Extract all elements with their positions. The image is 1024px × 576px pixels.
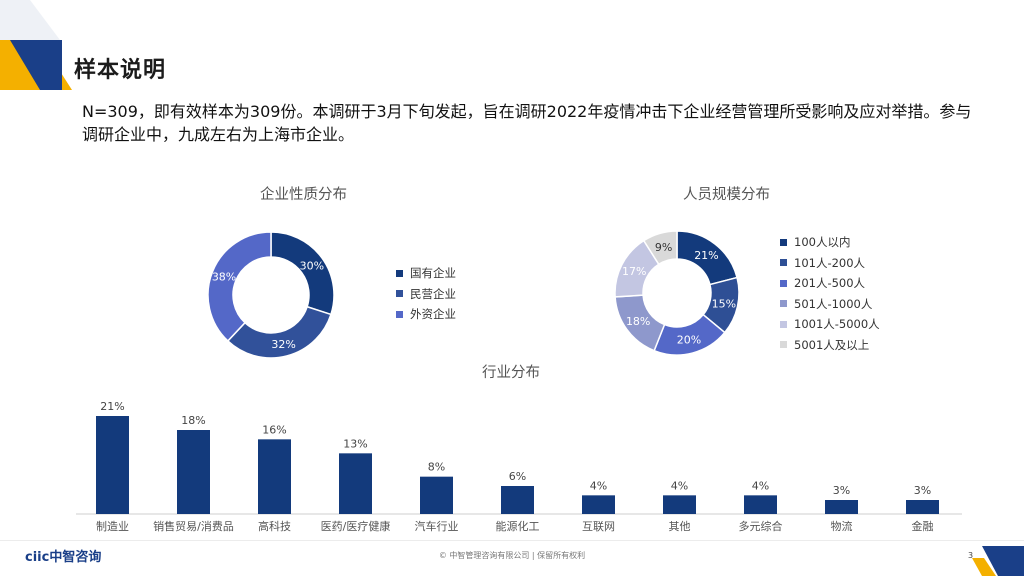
industry-bar-value-label: 4%: [590, 479, 607, 492]
industry-bar-value-label: 3%: [914, 484, 931, 497]
ownership-chart-title: 企业性质分布: [260, 187, 347, 203]
headcount-slice-label-2: 20%: [677, 333, 701, 346]
industry-bar-value-label: 18%: [181, 414, 205, 427]
headcount-legend-swatch: [780, 259, 787, 267]
footer-copyright: © 中智管理咨询有限公司 | 保留所有权利: [438, 551, 586, 560]
industry-bar: [177, 430, 210, 514]
industry-category-label: 销售贸易/消费品: [153, 519, 234, 533]
ownership-legend-label: 国有企业: [410, 266, 456, 281]
industry-bar-value-label: 4%: [752, 479, 769, 492]
headcount-legend: 100人以内 101人-200人 201人-500人 501人-1000人 1001人-…: [780, 232, 880, 355]
industry-bar-value-label: 8%: [428, 461, 445, 474]
industry-bar-value-label: 4%: [671, 479, 688, 492]
industry-category-label: 物流: [831, 519, 853, 533]
industry-category-label: 制造业: [96, 519, 129, 533]
industry-category-label: 多元综合: [739, 519, 783, 533]
industry-category-label: 汽车行业: [415, 519, 459, 533]
ownership-donut-chart: 30% 32% 38%: [207, 231, 335, 359]
headcount-legend-item: 5001人及以上: [780, 335, 880, 356]
headcount-slice-label-0: 21%: [694, 249, 718, 262]
headcount-slice-label-5: 9%: [655, 241, 672, 254]
ownership-legend-label: 外资企业: [410, 307, 456, 322]
ownership-slice-label-1: 32%: [271, 338, 295, 351]
industry-bar-value-label: 13%: [343, 437, 367, 450]
industry-bar-chart: 21% 制造业 18% 销售贸易/消费品 16% 高科技 13% 医药/医疗健康 8% 汽车行业 6…: [76, 400, 962, 533]
ownership-legend: 国有企业民营企业外资企业: [396, 263, 456, 325]
corner-decoration-bottom: [972, 546, 1024, 576]
ownership-legend-item: 民营企业: [396, 284, 456, 305]
headcount-donut-chart: 21% 15% 20% 18% 17% 9%: [614, 230, 740, 356]
headcount-legend-label: 100人以内: [794, 235, 851, 250]
headcount-legend-item: 201人-500人: [780, 273, 880, 294]
industry-bar-value-label: 21%: [100, 400, 124, 413]
headcount-legend-label: 501人-1000人: [794, 296, 873, 311]
ownership-slice-label-0: 30%: [300, 259, 324, 272]
headcount-legend-swatch: [780, 300, 787, 308]
footer-logo: ciic中智咨询: [25, 550, 102, 565]
industry-bar: [582, 495, 615, 514]
headcount-legend-label: 1001人-5000人: [794, 317, 880, 332]
industry-category-label: 互联网: [582, 520, 615, 533]
headcount-legend-label: 5001人及以上: [794, 337, 870, 352]
industry-category-label: 能源化工: [496, 519, 540, 533]
headcount-legend-item: 1001人-5000人: [780, 314, 880, 335]
headcount-chart-title: 人员规模分布: [683, 187, 770, 203]
headcount-slice-5: [642, 230, 678, 266]
headcount-legend-swatch: [780, 320, 787, 328]
industry-category-label: 高科技: [258, 519, 291, 533]
industry-category-label: 其他: [669, 520, 691, 533]
ownership-legend-swatch: [396, 310, 403, 318]
industry-bar: [420, 476, 453, 514]
footer-divider: [0, 540, 1024, 541]
headcount-legend-item: 101人-200人: [780, 253, 880, 274]
ownership-slice-label-2: 38%: [212, 270, 236, 283]
industry-bar-value-label: 6%: [509, 470, 526, 483]
headcount-legend-item: 100人以内: [780, 232, 880, 253]
headcount-slice-label-3: 18%: [626, 315, 650, 328]
ownership-legend-label: 民营企业: [410, 286, 456, 301]
industry-bar: [96, 416, 129, 514]
corner-decoration: [0, 0, 72, 90]
ownership-legend-swatch: [396, 269, 403, 277]
headcount-slice-label-1: 15%: [712, 297, 736, 310]
headcount-legend-swatch: [780, 279, 787, 287]
headcount-legend-item: 501人-1000人: [780, 294, 880, 315]
page-number: 3: [968, 551, 974, 560]
industry-chart-title: 行业分布: [482, 365, 540, 381]
industry-bar: [663, 495, 696, 514]
page-title: 样本说明: [74, 58, 167, 83]
headcount-legend-swatch: [780, 238, 787, 246]
industry-bar-value-label: 3%: [833, 484, 850, 497]
ownership-legend-item: 国有企业: [396, 263, 456, 284]
industry-bar: [906, 500, 939, 514]
industry-category-label: 医药/医疗健康: [321, 519, 391, 533]
ownership-slice-0: [270, 231, 335, 316]
headcount-legend-swatch: [780, 341, 787, 349]
ownership-slice-1: [226, 305, 332, 359]
industry-category-label: 金融: [912, 519, 934, 533]
industry-bar: [825, 500, 858, 514]
ownership-legend-swatch: [396, 290, 403, 298]
industry-bar: [744, 495, 777, 514]
industry-bar: [501, 486, 534, 514]
industry-bar: [339, 453, 372, 514]
ownership-legend-item: 外资企业: [396, 304, 456, 325]
ownership-slice-2: [207, 231, 272, 342]
intro-text: N=309，即有效样本为309份。本调研于3月下旬发起，旨在调研2022年疫情冲…: [82, 102, 972, 144]
headcount-legend-label: 101人-200人: [794, 255, 866, 270]
industry-bar-value-label: 16%: [262, 423, 286, 436]
headcount-legend-label: 201人-500人: [794, 276, 866, 291]
headcount-slice-label-4: 17%: [622, 265, 646, 278]
industry-bar: [258, 439, 291, 514]
